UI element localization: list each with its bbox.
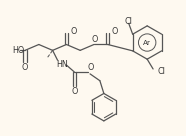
Text: O: O (88, 64, 94, 72)
Text: O: O (70, 27, 77, 36)
Text: Cl: Cl (125, 17, 133, 26)
Text: HN: HN (57, 60, 68, 69)
Text: Cl: Cl (157, 67, 165, 76)
Text: O: O (92, 35, 98, 44)
Text: O: O (71, 87, 78, 96)
Text: O: O (112, 27, 118, 36)
Text: O: O (22, 63, 28, 72)
Text: Ar: Ar (143, 40, 151, 46)
Text: HO: HO (12, 46, 25, 55)
